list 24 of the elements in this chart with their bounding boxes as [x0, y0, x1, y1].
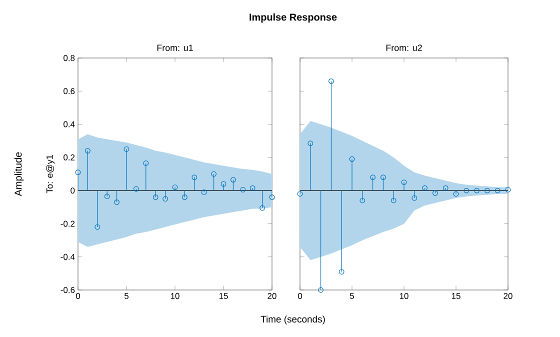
y-tick-label: 0.8	[64, 55, 75, 61]
x-tick-label: 10	[400, 293, 408, 300]
y-tick-label: -0.2	[60, 220, 75, 227]
y-tick-label: 0.2	[64, 154, 75, 160]
text: Amplitude	[14, 152, 24, 196]
x-tick-label: 20	[504, 293, 512, 300]
x-tick-label: 0	[76, 293, 80, 300]
y-axis-title: To: e@y1	[46, 155, 55, 194]
x-tick-label: 5	[350, 293, 354, 299]
chart-subtitle: From: u1	[157, 44, 193, 52]
y-tick-label: 0	[70, 188, 75, 194]
chart-subtitle: From: u2	[386, 44, 422, 52]
x-tick-label: 10	[170, 293, 180, 300]
x-tick-label: 15	[452, 293, 460, 299]
x-tick-label: 5	[124, 293, 129, 299]
x-axis-title: Time (seconds)	[260, 316, 325, 324]
y-tick-label: -0.6	[60, 287, 75, 293]
x-tick-label: 0	[298, 293, 302, 300]
y-tick-label: -0.4	[60, 254, 75, 260]
x-tick-label: 15	[219, 293, 228, 299]
y-tick-label: 0.6	[64, 88, 75, 94]
text: Impulse Response	[250, 13, 337, 23]
x-tick-label: 20	[268, 293, 276, 300]
y-tick-label: 0.4	[64, 121, 75, 128]
